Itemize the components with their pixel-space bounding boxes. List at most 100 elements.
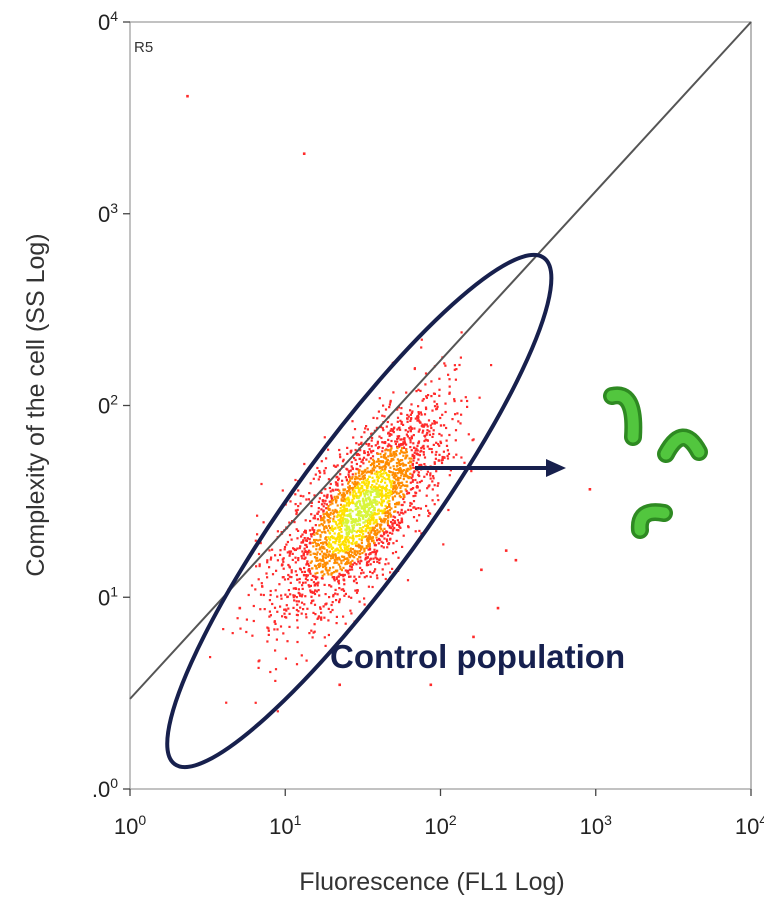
data-point — [425, 395, 428, 398]
data-point — [336, 556, 339, 560]
data-point — [317, 507, 320, 510]
data-point — [386, 474, 389, 477]
data-point — [351, 524, 354, 527]
data-point — [448, 392, 451, 395]
data-point — [380, 425, 383, 429]
data-point — [383, 517, 386, 520]
data-point — [464, 396, 467, 399]
data-point — [356, 589, 359, 592]
data-point — [391, 498, 395, 501]
data-point — [420, 463, 423, 466]
data-point — [490, 364, 493, 367]
data-point — [323, 583, 326, 586]
data-point — [386, 511, 389, 514]
data-point — [425, 504, 428, 508]
data-point — [425, 396, 428, 399]
data-point — [377, 537, 381, 540]
data-point — [312, 477, 315, 480]
data-point — [365, 512, 368, 515]
data-point — [384, 478, 387, 481]
data-point — [325, 496, 328, 499]
data-point — [347, 569, 350, 572]
data-point — [352, 486, 355, 489]
data-point — [433, 462, 436, 465]
data-point — [405, 433, 408, 436]
data-point — [305, 659, 308, 662]
data-point — [288, 625, 291, 628]
data-point — [433, 422, 436, 425]
data-point — [394, 503, 397, 506]
data-point — [399, 466, 402, 470]
data-point — [370, 472, 373, 475]
data-point — [337, 514, 340, 517]
data-point — [375, 493, 378, 496]
data-point — [336, 593, 339, 596]
data-point — [411, 410, 414, 413]
data-point — [375, 460, 378, 463]
data-point — [375, 550, 378, 554]
data-point — [389, 466, 392, 469]
data-point — [381, 450, 384, 453]
data-point — [367, 536, 371, 539]
data-point — [349, 491, 352, 494]
data-point — [384, 514, 387, 517]
data-point — [393, 516, 397, 519]
data-point — [305, 539, 308, 542]
data-point — [440, 434, 443, 437]
data-point — [390, 439, 393, 443]
data-point — [423, 463, 426, 466]
data-point — [262, 521, 265, 524]
data-point — [376, 452, 379, 455]
data-point — [452, 456, 455, 459]
data-point — [392, 528, 395, 531]
data-point — [289, 500, 292, 503]
data-point — [358, 500, 361, 503]
data-point — [426, 470, 429, 473]
data-point — [379, 452, 382, 456]
data-point — [410, 437, 413, 440]
data-point — [396, 458, 399, 461]
data-point — [387, 519, 390, 522]
data-point — [313, 533, 316, 536]
data-point — [393, 510, 396, 513]
data-point — [420, 413, 423, 416]
data-point — [404, 471, 407, 474]
data-point — [341, 524, 344, 527]
data-point — [335, 539, 338, 542]
data-point — [362, 462, 365, 465]
data-point — [387, 464, 390, 467]
data-point — [373, 548, 376, 551]
data-point — [350, 461, 353, 464]
data-point — [433, 503, 436, 506]
data-point — [447, 508, 450, 512]
data-point — [355, 531, 358, 534]
data-point — [353, 529, 356, 532]
data-point — [346, 552, 349, 555]
data-point — [335, 509, 338, 512]
data-point — [372, 469, 375, 472]
data-point — [259, 593, 263, 596]
data-point — [336, 504, 339, 507]
data-point — [304, 613, 308, 616]
data-point — [333, 510, 336, 513]
data-point — [454, 429, 458, 432]
data-point — [360, 528, 363, 531]
data-point — [360, 569, 364, 572]
data-point — [400, 485, 403, 488]
data-point — [269, 593, 272, 597]
data-point — [416, 444, 419, 447]
data-point — [360, 572, 363, 575]
data-point — [397, 406, 400, 409]
data-point — [372, 509, 375, 512]
data-point — [433, 484, 436, 487]
data-point — [325, 566, 328, 569]
x-tick-label: 101 — [269, 812, 301, 839]
data-point — [376, 440, 379, 443]
data-point — [384, 408, 388, 411]
data-point — [343, 504, 346, 507]
data-point — [411, 454, 414, 457]
data-point — [428, 447, 431, 450]
data-point — [400, 503, 403, 507]
data-point — [412, 471, 415, 474]
data-point — [379, 471, 382, 474]
